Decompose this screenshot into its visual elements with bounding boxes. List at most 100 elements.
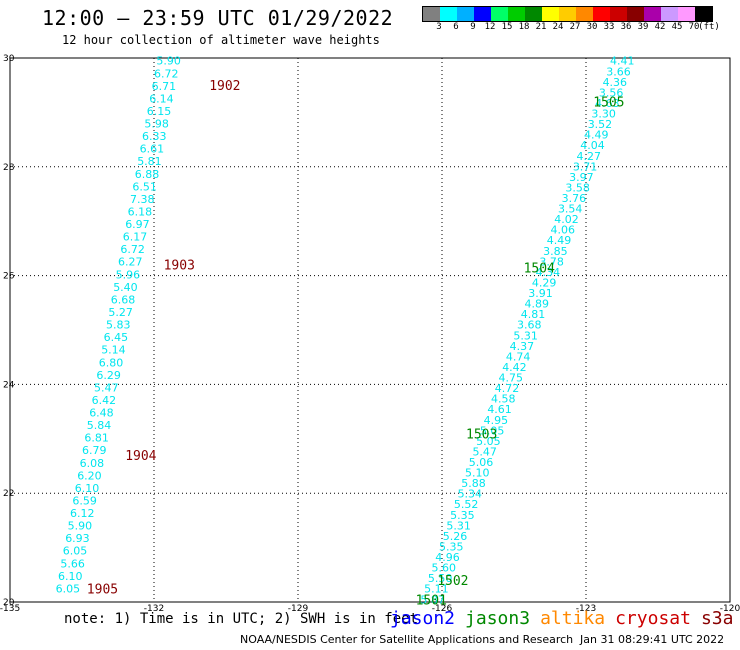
pass-time-label: 1505 xyxy=(593,96,624,111)
wave-height-value: 6.20 xyxy=(77,469,102,482)
legend-label: 42 xyxy=(654,22,666,32)
wave-height-value: 4.36 xyxy=(603,76,628,89)
wave-height-value: 4.27 xyxy=(577,150,602,163)
satellite-jason2: jason2 xyxy=(390,608,456,629)
legend-label: 15 xyxy=(501,22,513,32)
wave-height-value: 3.54 xyxy=(558,203,583,216)
pass-time-label: 1502 xyxy=(437,574,468,589)
chart-title: 12:00 – 23:59 UTC 01/29/2022 xyxy=(42,6,394,30)
wave-height-value: 6.45 xyxy=(104,331,129,344)
wave-height-value: 3.85 xyxy=(543,245,568,258)
wave-height-value: 5.90 xyxy=(68,520,93,533)
wave-height-value: 4.96 xyxy=(435,551,460,564)
wave-height-value: 6.72 xyxy=(154,67,179,80)
legend-label: 3 xyxy=(436,22,442,32)
legend-swatch xyxy=(423,7,440,21)
chart-subtitle: 12 hour collection of altimeter wave hei… xyxy=(62,33,380,47)
wave-height-value: 5.35 xyxy=(450,509,475,522)
legend-label: 33 xyxy=(603,22,615,32)
legend-label: 70 xyxy=(688,22,700,32)
wave-height-value: 4.74 xyxy=(506,350,531,363)
pass-time-label: 1904 xyxy=(125,449,156,464)
wave-height-value: 5.81 xyxy=(137,155,162,168)
wave-height-value: 3.91 xyxy=(528,287,553,300)
wave-height-value: 5.60 xyxy=(432,562,457,575)
wave-height-value: 5.90 xyxy=(156,55,181,68)
x-tick-label: -132 xyxy=(144,604,164,614)
wave-height-value: 5.11 xyxy=(424,583,449,596)
wave-height-value: 4.61 xyxy=(487,403,512,416)
y-tick-label: 30 xyxy=(3,54,15,64)
wave-height-value: 6.05 xyxy=(56,582,81,595)
wave-height-value: 5.05 xyxy=(480,424,505,437)
legend-swatch xyxy=(610,7,627,21)
wave-height-value: 4.02 xyxy=(554,213,579,226)
legend-label: 21 xyxy=(535,22,547,32)
wave-height-value: 4.06 xyxy=(551,224,576,237)
footer-note: note: 1) Time is in UTC; 2) SWH is in fe… xyxy=(64,611,419,627)
wave-height-value: 6.61 xyxy=(140,143,165,156)
wave-height-value: 5.98 xyxy=(144,118,169,131)
pass-time-label: 1903 xyxy=(164,259,195,274)
wave-height-value: 3.76 xyxy=(562,192,587,205)
wave-height-value: 4.29 xyxy=(532,276,557,289)
wave-height-value: 4.49 xyxy=(584,129,609,142)
wave-height-value: 4.75 xyxy=(498,372,523,385)
wave-height-value: 5.34 xyxy=(458,488,483,501)
wave-height-value: 5.87 xyxy=(420,593,445,606)
legend-label: 6 xyxy=(453,22,459,32)
wave-height-value: 3.78 xyxy=(539,255,564,268)
y-tick-label: 22 xyxy=(3,489,14,499)
legend-swatch xyxy=(593,7,610,21)
legend-swatch xyxy=(644,7,661,21)
legend-swatch xyxy=(542,7,559,21)
x-tick-label: -129 xyxy=(288,604,309,614)
wave-height-value: 4.72 xyxy=(495,382,520,395)
wave-height-value: 4.63 xyxy=(595,97,620,110)
legend-swatch xyxy=(474,7,491,21)
legend-swatch xyxy=(559,7,576,21)
pass-time-label: 1902 xyxy=(209,79,240,94)
wave-height-value: 5.88 xyxy=(461,477,486,490)
wave-height-value: 6.79 xyxy=(82,444,107,457)
wave-height-value: 6.08 xyxy=(80,457,105,470)
wave-height-value: 5.47 xyxy=(472,445,497,458)
wave-height-value: 6.93 xyxy=(65,532,90,545)
wave-height-value: 6.71 xyxy=(152,80,177,93)
wave-height-value: 4.41 xyxy=(610,55,635,68)
wave-height-value: 4.58 xyxy=(491,393,515,406)
wave-height-value: 3.97 xyxy=(569,171,594,184)
wave-height-value: 5.35 xyxy=(439,540,464,553)
wave-height-value: 6.10 xyxy=(58,570,83,583)
wave-height-value: 6.81 xyxy=(84,432,109,445)
x-tick-label: -123 xyxy=(576,604,596,614)
wave-height-value: 6.42 xyxy=(92,394,117,407)
legend-swatch xyxy=(678,7,695,21)
satellite-s3a: s3a xyxy=(700,608,734,629)
legend-swatch xyxy=(457,7,474,21)
wave-height-value: 6.29 xyxy=(96,369,121,382)
plot-frame xyxy=(9,57,731,603)
legend-label: 30 xyxy=(586,22,598,32)
legend-label: 9 xyxy=(470,22,476,32)
wave-height-value: 4.37 xyxy=(510,340,535,353)
legend-label: 12 xyxy=(484,22,496,32)
legend-label: 45 xyxy=(671,22,683,32)
wave-height-value: 3.58 xyxy=(565,181,590,194)
wave-height-value: 6.33 xyxy=(142,130,167,143)
wave-height-value: 5.10 xyxy=(465,467,490,480)
wave-height-value: 4.04 xyxy=(580,139,605,152)
wave-height-value: 5.05 xyxy=(476,435,501,448)
wave-height-value: 6.17 xyxy=(123,231,148,244)
legend-label: 18 xyxy=(518,22,530,32)
legend-swatch xyxy=(525,7,542,21)
wave-height-value: 6.14 xyxy=(149,92,174,105)
wave-height-value: 5.66 xyxy=(60,557,85,570)
wave-height-value: 5.26 xyxy=(443,530,468,543)
satellite-cryosat: cryosat xyxy=(615,608,691,629)
wave-height-value: 5.47 xyxy=(94,381,119,394)
wave-height-value: 6.15 xyxy=(147,105,172,118)
wave-height-value: 6.05 xyxy=(63,545,88,558)
wave-height-value: 5.96 xyxy=(116,268,141,281)
